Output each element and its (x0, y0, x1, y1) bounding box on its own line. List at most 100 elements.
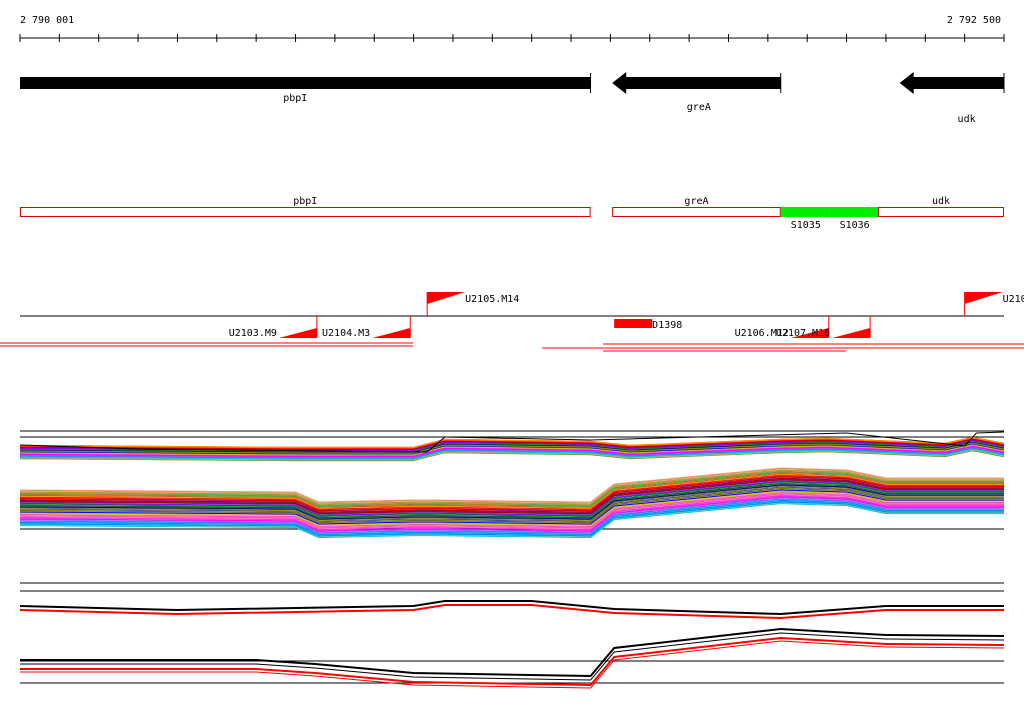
profile-line (19, 480, 1004, 516)
coordinate-ruler: 2 790 001 2 792 500 (19, 15, 1005, 42)
gene-greA: greA (612, 72, 782, 113)
profile-line (19, 448, 1005, 460)
gene-box-udk: udk (877, 196, 1005, 217)
profile-line (19, 438, 1005, 450)
feature-U2108: U2108 (964, 292, 1024, 316)
feature-flag (790, 328, 829, 338)
profile-line-black (137, 448, 428, 453)
profile-line (19, 447, 1005, 459)
feature-label: U2108 (1003, 294, 1024, 305)
profile-line-black (444, 436, 591, 441)
feature-label: U2105.M14 (465, 294, 519, 305)
feature-label: D1398 (652, 320, 682, 331)
profile-line (19, 489, 1004, 525)
replicate-line (19, 604, 1004, 620)
replicate-line (20, 640, 1005, 689)
profile-line (19, 472, 1004, 508)
profile-line-black (426, 436, 446, 453)
gene-arrow (612, 72, 781, 94)
profile-line (19, 484, 1004, 520)
gene-box-greA: greA (612, 196, 781, 217)
replicate-line (20, 636, 1005, 687)
profile-line (19, 449, 1005, 461)
profile-line (19, 494, 1004, 530)
profile-line (19, 445, 1005, 457)
profile-line (19, 473, 1004, 510)
profile-line (19, 470, 1004, 506)
gene-box-label: udk (932, 196, 950, 207)
gene-box-label: greA (684, 196, 708, 207)
profile-line (19, 442, 1005, 454)
segment-label: S1036 (840, 220, 870, 231)
profile-line (19, 437, 1005, 449)
feature-flag (964, 292, 1003, 304)
segment-S1035 (780, 207, 830, 217)
replicate-line (19, 600, 1004, 616)
profile-line (19, 443, 1005, 455)
profile-line-black (19, 444, 138, 450)
gene-box (877, 207, 1005, 217)
profile-line (19, 503, 1004, 539)
annotation-box-track: pbpI greA udk S1035 S1036 (20, 196, 1005, 231)
feature-flag (427, 292, 466, 304)
profile-line-black (976, 431, 1005, 434)
profile-line (19, 493, 1004, 529)
feature-block (614, 319, 653, 328)
profile-line (19, 491, 1004, 527)
profile-line (19, 442, 1005, 454)
profile-line (19, 478, 1004, 515)
profile-line (19, 444, 1005, 456)
profile-line (19, 496, 1004, 532)
profile-line (19, 448, 1005, 460)
profile-line (19, 498, 1004, 534)
gene-box-label: pbpI (293, 196, 317, 207)
profile-line (19, 499, 1004, 535)
profile-line (19, 467, 1004, 503)
replicate-line (20, 632, 1005, 681)
feature-U2103.M9: U2103.M9 (229, 316, 318, 339)
expression-profile-track (19, 430, 1005, 539)
feature-flag (832, 328, 871, 338)
segment-label: S1035 (791, 220, 821, 231)
profile-line-black (590, 432, 847, 441)
feature-D1398: D1398 (614, 319, 682, 331)
ruler-ticks (19, 34, 1005, 42)
gene-box (20, 207, 591, 217)
segment-S1036 (829, 207, 878, 217)
gene-label: greA (687, 102, 711, 113)
gene-udk: udk (899, 72, 1005, 125)
profile-line (19, 468, 1004, 504)
profile-line (19, 477, 1004, 513)
gene-box (612, 207, 781, 217)
profile-line (19, 486, 1004, 522)
feature-flag (278, 328, 317, 338)
feature-flag (372, 328, 411, 338)
feature-track: U2103.M9 U2104.M3 U2105.M14 U2106.M12U2107.… (0, 292, 1024, 352)
profile-line (19, 501, 1004, 537)
gene-track: pbpI greA udk (20, 72, 1005, 125)
feature-U2107.M16: U2107.M16 (776, 316, 871, 339)
gene-pbpI: pbpI (20, 73, 592, 104)
gene-bar (20, 77, 591, 89)
profile-line (19, 444, 1005, 456)
profile-line-black (964, 432, 977, 447)
feature-label: U2107.M16 (776, 328, 830, 339)
feature-U2104.M3: U2104.M3 (322, 316, 411, 339)
profile-line-black (846, 432, 965, 447)
feature-U2106.M12: U2106.M12 (735, 316, 830, 339)
feature-U2105.M14: U2105.M14 (426, 292, 519, 316)
profile-line (19, 439, 1005, 451)
replicate-line (20, 627, 1005, 678)
gene-label: udk (958, 114, 976, 125)
profile-line (19, 482, 1004, 518)
replicate-profile-track (19, 582, 1005, 689)
ruler-end-label: 2 792 500 (947, 15, 1001, 26)
profile-line (19, 450, 1005, 462)
feature-label: U2104.M3 (322, 328, 370, 339)
gene-label: pbpI (283, 93, 307, 104)
ruler-start-label: 2 790 001 (20, 15, 74, 26)
feature-label: U2106.M12 (735, 328, 789, 339)
feature-label: U2103.M9 (229, 328, 277, 339)
profile-line (19, 446, 1005, 458)
